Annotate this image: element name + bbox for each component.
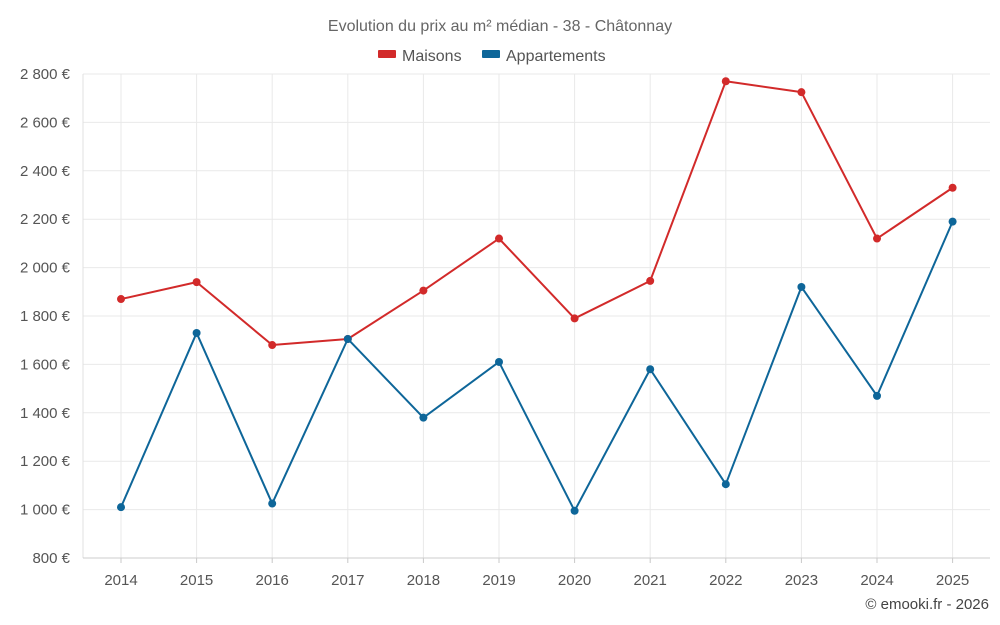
- data-point-appartements[interactable]: [646, 365, 655, 374]
- legend-item-appartements[interactable]: Appartements: [482, 48, 606, 65]
- data-point-appartements[interactable]: [343, 334, 352, 343]
- legend-item-maisons[interactable]: Maisons: [378, 48, 462, 65]
- chart-title: Evolution du prix au m² médian - 38 - Ch…: [328, 18, 672, 35]
- data-point-appartements[interactable]: [192, 328, 201, 337]
- data-point-appartements[interactable]: [721, 480, 730, 489]
- legend: Maisons Appartements: [378, 48, 606, 65]
- data-point-appartements[interactable]: [948, 217, 957, 226]
- x-tick-label: 2021: [634, 572, 667, 589]
- data-point-appartements[interactable]: [570, 506, 579, 515]
- x-tick-label: 2022: [709, 572, 742, 589]
- y-tick-label: 1 400 €: [20, 405, 71, 422]
- data-point-appartements[interactable]: [268, 499, 277, 508]
- data-point-maisons[interactable]: [117, 295, 125, 304]
- data-point-maisons[interactable]: [268, 341, 277, 350]
- data-point-maisons[interactable]: [419, 286, 428, 295]
- data-point-appartements[interactable]: [419, 413, 428, 422]
- x-tick-label: 2015: [180, 572, 213, 589]
- data-point-appartements[interactable]: [797, 282, 806, 291]
- data-point-appartements[interactable]: [117, 503, 125, 512]
- data-point-maisons[interactable]: [873, 234, 881, 243]
- y-tick-label: 2 600 €: [20, 114, 71, 131]
- x-axis: 2014 2015 2016 2017 2018 2019 2020 2021 2022 2023…: [83, 557, 990, 589]
- data-point-appartements[interactable]: [873, 391, 881, 400]
- x-tick-label: 2014: [104, 572, 137, 589]
- y-tick-label: 1 000 €: [20, 502, 71, 519]
- data-point-maisons[interactable]: [495, 234, 503, 243]
- x-tick-label: 2019: [482, 572, 515, 589]
- x-tick-label: 2016: [256, 572, 289, 589]
- x-tick-label: 2020: [558, 572, 591, 589]
- grid: [83, 73, 990, 559]
- y-tick-label: 2 800 €: [20, 66, 71, 83]
- data-point-maisons[interactable]: [948, 183, 957, 192]
- legend-swatch-maisons: [378, 50, 396, 58]
- legend-label-appartements: Appartements: [506, 48, 606, 65]
- x-tick-label: 2023: [785, 572, 818, 589]
- y-tick-label: 2 000 €: [20, 260, 71, 277]
- data-point-maisons[interactable]: [721, 77, 730, 86]
- data-point-maisons[interactable]: [192, 278, 201, 287]
- y-tick-label: 1 800 €: [20, 308, 71, 325]
- legend-label-maisons: Maisons: [402, 48, 462, 65]
- credit-text: © emooki.fr - 2026: [865, 596, 989, 613]
- data-point-appartements[interactable]: [495, 357, 503, 366]
- y-tick-label: 1 200 €: [20, 453, 71, 470]
- y-tick-label: 2 400 €: [20, 163, 71, 180]
- series-line-appartements: [120, 221, 954, 512]
- y-tick-label: 1 600 €: [20, 356, 71, 373]
- y-axis: 800 € 1 000 € 1 200 € 1 400 € 1 600 € 1 800 €…: [20, 66, 84, 567]
- data-point-maisons[interactable]: [570, 314, 579, 323]
- data-point-maisons[interactable]: [646, 276, 655, 285]
- x-tick-label: 2018: [407, 572, 440, 589]
- legend-swatch-appartements: [482, 50, 500, 58]
- x-tick-label: 2024: [860, 572, 893, 589]
- x-tick-label: 2017: [331, 572, 364, 589]
- x-tick-label: 2025: [936, 572, 969, 589]
- series-line-maisons: [120, 80, 954, 347]
- series-group: [117, 77, 957, 515]
- y-tick-label: 800 €: [32, 550, 70, 567]
- data-point-maisons[interactable]: [797, 88, 806, 97]
- y-tick-label: 2 200 €: [20, 211, 71, 228]
